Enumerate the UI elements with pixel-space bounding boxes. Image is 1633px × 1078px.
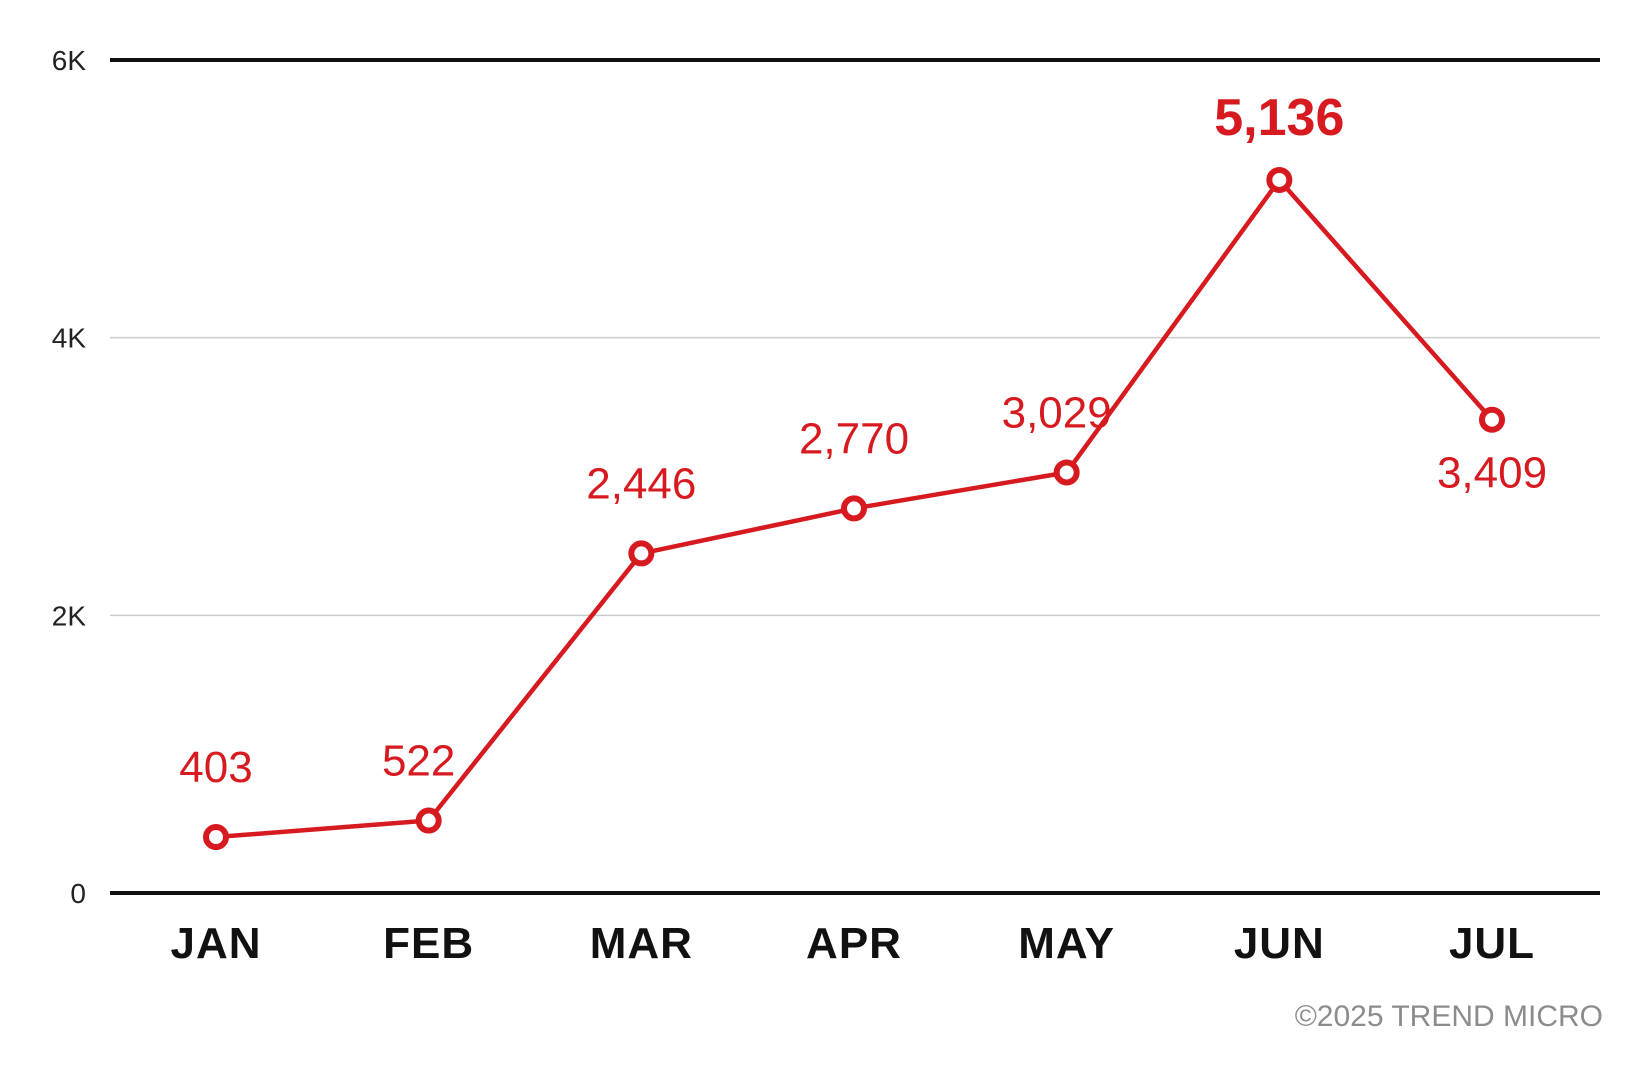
x-tick-label: FEB xyxy=(383,919,474,968)
y-tick-label: 2K xyxy=(52,600,87,631)
data-label: 522 xyxy=(382,737,455,786)
data-point xyxy=(415,807,442,834)
data-point xyxy=(1053,459,1080,486)
data-label: 3,029 xyxy=(1002,388,1112,437)
x-tick-label: MAY xyxy=(1018,919,1115,968)
y-tick-label: 4K xyxy=(52,323,87,354)
data-point xyxy=(1266,166,1293,193)
x-tick-label: JUN xyxy=(1234,919,1325,968)
data-point xyxy=(1479,406,1505,433)
data-point xyxy=(628,540,655,567)
y-tick-label: 6K xyxy=(52,45,87,76)
data-point xyxy=(841,495,867,522)
data-label: 3,409 xyxy=(1437,449,1547,498)
x-tick-label: JUL xyxy=(1449,919,1535,968)
data-label: 403 xyxy=(179,743,252,792)
x-tick-label: JAN xyxy=(170,919,261,968)
data-label: 2,446 xyxy=(586,459,696,508)
y-tick-label: 0 xyxy=(70,878,86,909)
x-tick-label: MAR xyxy=(590,919,693,968)
x-tick-label: APR xyxy=(806,919,902,968)
data-label: 2,770 xyxy=(799,414,909,463)
data-point xyxy=(203,824,229,851)
data-label: 5,136 xyxy=(1214,89,1344,147)
copyright-text: ©2025 TREND MICRO xyxy=(1294,1000,1603,1033)
